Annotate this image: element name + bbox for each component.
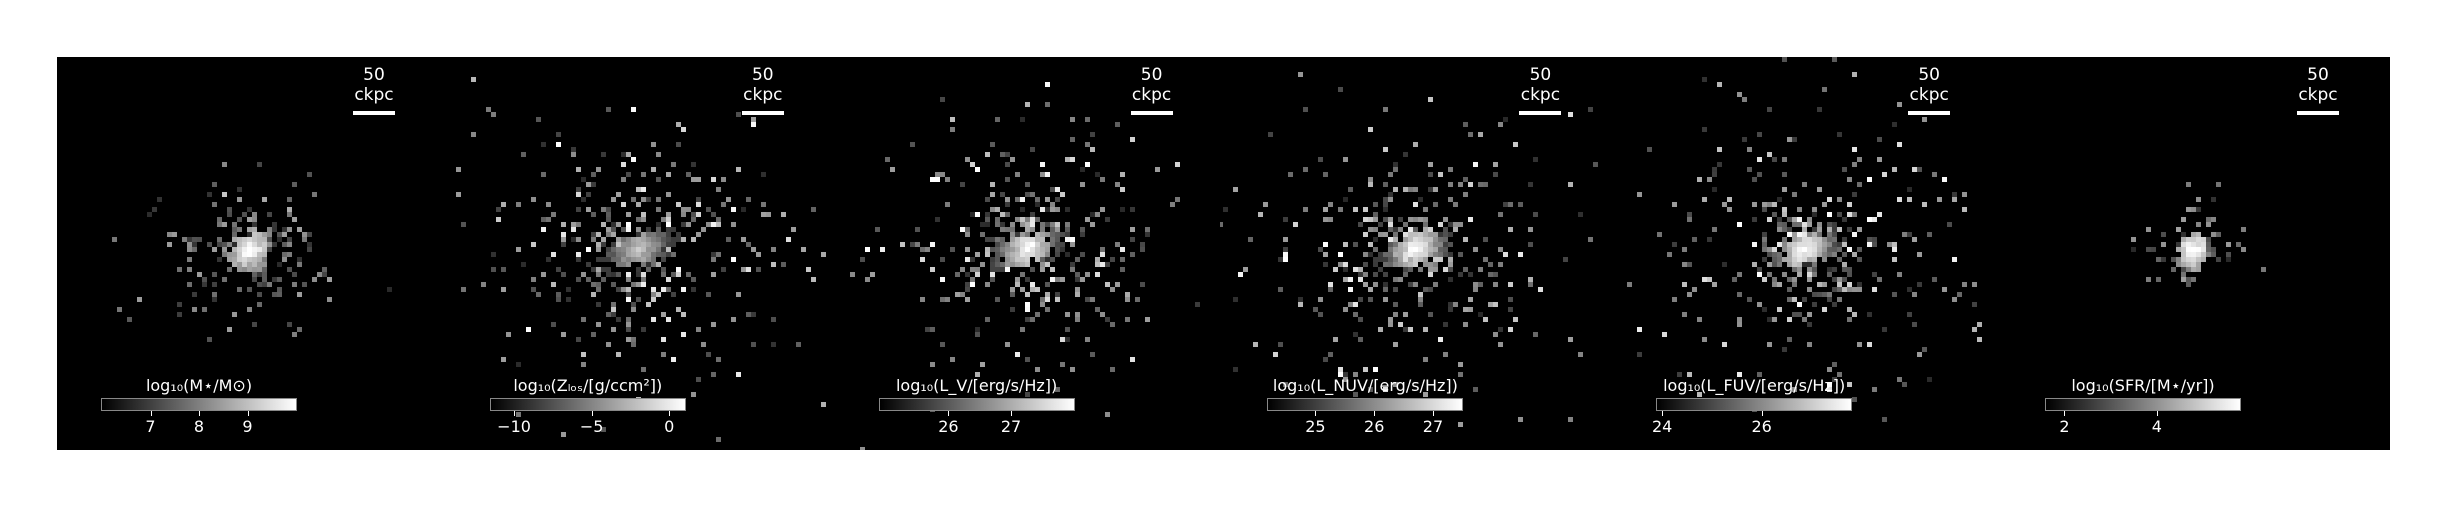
colorbar-tick-label: 2 — [2059, 417, 2070, 436]
scale-bar-line — [1519, 111, 1562, 115]
colorbar-tick-label: 26 — [1364, 417, 1385, 436]
panel-mstar: 50 ckpc log₁₀(M⋆/M⊙) 7 8 9 — [57, 57, 446, 450]
scale-bar-label: 50 ckpc — [1520, 65, 1561, 105]
colorbar-tick-label: 27 — [1422, 417, 1444, 436]
scale-bar-label: 50 ckpc — [1131, 65, 1172, 105]
colorbar-tick-mark — [1011, 411, 1012, 416]
panel-sfr: 50 ckpc log₁₀(SFR/[M⋆/yr]) 2 4 — [2001, 57, 2390, 450]
colorbar-tick-label: 7 — [145, 417, 156, 436]
colorbar-label: log₁₀(SFR/[M⋆/yr]) — [2071, 376, 2215, 395]
colorbar-tick-mark — [1315, 411, 1317, 416]
colorbar-tick-label: 9 — [242, 417, 253, 436]
galaxy-map-mstar — [112, 162, 392, 342]
colorbar-tick-mark — [948, 411, 950, 416]
colorbar-tick-mark — [591, 411, 593, 416]
colorbar-gradient — [489, 398, 686, 411]
colorbar-tick-label: −5 — [579, 417, 604, 436]
colorbar-label: log₁₀(Zₗₒₛ/[g/ccm²]) — [513, 376, 663, 395]
colorbar-label: log₁₀(L_NUV/[erg/s/Hz]) — [1272, 376, 1458, 395]
scale-bar: 50 ckpc — [1510, 65, 1570, 115]
colorbar-label: log₁₀(L_FUV/[erg/s/Hz]) — [1663, 376, 1846, 395]
colorbar-tick-mark — [1662, 411, 1664, 416]
galaxy-map-lv — [849, 82, 1224, 450]
colorbar-tick-mark — [514, 411, 516, 416]
colorbar-gradient — [2045, 398, 2241, 411]
galaxy-map-zlos — [455, 77, 826, 442]
colorbar-tick-mark — [1432, 411, 1434, 416]
scale-bar: 50 ckpc — [733, 65, 793, 115]
colorbar-lfuv: log₁₀(L_FUV/[erg/s/Hz]) 24 26 — [1652, 375, 1853, 437]
colorbar-tick-label: 26 — [1751, 417, 1772, 436]
colorbar-gradient — [1656, 398, 1853, 411]
colorbar-lv: log₁₀(L_V/[erg/s/Hz]) 26 27 — [878, 375, 1075, 437]
galaxy-map-sfr — [2131, 182, 2266, 287]
colorbar-tick-mark — [1374, 411, 1376, 416]
colorbar-tick-label: −10 — [497, 417, 531, 436]
colorbar-gradient — [878, 398, 1075, 411]
scale-bar-line — [1908, 111, 1951, 115]
colorbar-tick-label: 26 — [938, 417, 959, 436]
colorbar-sfr: log₁₀(SFR/[M⋆/yr]) 2 4 — [2045, 375, 2241, 437]
scale-bar: 50 ckpc — [2288, 65, 2348, 115]
panel-zlos: 50 ckpc log₁₀(Zₗₒₛ/[g/ccm²]) −10 −5 0 — [445, 57, 835, 450]
panel-lv: 50 ckpc log₁₀(L_V/[erg/s/Hz]) 26 27 — [834, 57, 1224, 450]
colorbar-gradient — [1267, 398, 1464, 411]
colorbar-tick-mark — [2156, 411, 2158, 416]
scale-bar-line — [2297, 111, 2339, 115]
colorbar-tick-label: 25 — [1305, 417, 1326, 436]
colorbar-tick-label: 27 — [1000, 417, 1022, 436]
colorbar-lnuv: log₁₀(L_NUV/[erg/s/Hz]) 25 26 27 — [1267, 375, 1464, 437]
scale-bar: 50 ckpc — [344, 65, 404, 115]
galaxy-map-lfuv — [1627, 57, 1983, 422]
colorbar-tick-mark — [669, 411, 671, 416]
colorbar-tick-label: 24 — [1651, 417, 1673, 436]
scale-bar-line — [741, 111, 784, 115]
scale-bar-line — [1130, 111, 1173, 115]
panel-lnuv: 50 ckpc log₁₀(L_NUV/[erg/s/Hz]) 25 26 27 — [1223, 57, 1613, 450]
panel-lfuv: 50 ckpc log₁₀(L_FUV/[erg/s/Hz]) 24 26 — [1612, 57, 2002, 450]
scale-bar-line — [353, 111, 395, 115]
scale-bar-label: 50 ckpc — [743, 65, 783, 105]
colorbar-tick-mark — [247, 411, 249, 416]
galaxy-map-lnuv — [1223, 72, 1599, 427]
scale-bar: 50 ckpc — [1122, 65, 1182, 115]
image-strip: 50 ckpc log₁₀(M⋆/M⊙) 7 8 9 50 ckpc log₁₀(Zₗₒₛ/… — [57, 57, 2390, 450]
colorbar-tick-label: 0 — [664, 417, 675, 436]
colorbar-tick-mark — [150, 411, 152, 416]
colorbar-tick-label: 8 — [193, 417, 205, 436]
colorbar-mstar: log₁₀(M⋆/M⊙) 7 8 9 — [101, 375, 297, 437]
scale-bar-label: 50 ckpc — [354, 65, 394, 105]
scale-bar-label: 50 ckpc — [2298, 65, 2338, 105]
colorbar-label: log₁₀(L_V/[erg/s/Hz]) — [895, 376, 1058, 395]
colorbar-gradient — [101, 398, 297, 411]
colorbar-tick-label: 4 — [2151, 417, 2162, 436]
colorbar-label: log₁₀(M⋆/M⊙) — [145, 376, 253, 395]
scale-bar: 50 ckpc — [1899, 65, 1959, 115]
colorbar-tick-mark — [199, 411, 200, 416]
scale-bar-label: 50 ckpc — [1909, 65, 1949, 105]
colorbar-tick-mark — [2064, 411, 2066, 416]
colorbar-tick-mark — [1761, 411, 1763, 416]
colorbar-zlos: log₁₀(Zₗₒₛ/[g/ccm²]) −10 −5 0 — [489, 375, 686, 437]
